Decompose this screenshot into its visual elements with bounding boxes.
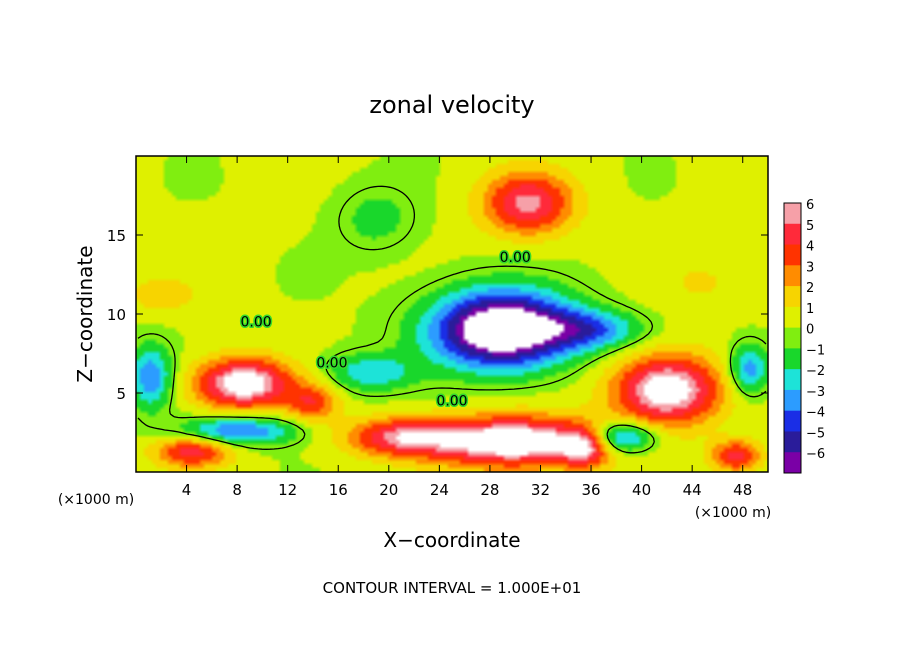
- colorbar-label: 2: [806, 281, 814, 296]
- colorbar-swatch: [784, 410, 801, 432]
- colorbar-swatch: [784, 223, 801, 246]
- colorbar-label: 0: [806, 323, 814, 338]
- contour-lines: [137, 185, 767, 454]
- colorbar-swatch: [784, 348, 801, 370]
- colorbar-swatch: [784, 306, 801, 329]
- colorbar-label: −1: [806, 343, 825, 358]
- colorbar-label: −6: [806, 447, 825, 462]
- colorbar-swatch: [784, 327, 801, 349]
- y-axis-ticks: 5 10 15: [107, 227, 768, 403]
- x-axis-ticks: 4 8 12 16 20 24 28 32 36 40 44 48: [182, 156, 752, 499]
- colorbar-swatch: [784, 389, 801, 412]
- x-tick-label: 12: [278, 481, 297, 499]
- contour-label: 0.00: [316, 356, 347, 372]
- zero-contour-line: [137, 185, 767, 454]
- plot-area: 0.000.000.000.00 4 8 12 16 20 24 28 32 36 40 44 48 …: [107, 155, 769, 499]
- colorbar-label: 1: [806, 302, 814, 317]
- colorbar-frame: [783, 202, 802, 474]
- y-tick-label: 15: [107, 227, 126, 245]
- colorbar: 6 5 4 3 2 1 0 −1 −2 −3 −4 −5 −6: [783, 198, 825, 474]
- velocity-field: [136, 156, 768, 472]
- colorbar-label: −4: [806, 406, 825, 421]
- x-unit-label: (×1000 m): [695, 505, 771, 521]
- x-tick-label: 4: [182, 481, 192, 499]
- contour-label: 0.00: [240, 315, 271, 331]
- x-tick-label: 8: [232, 481, 242, 499]
- colorbar-label: −3: [806, 385, 825, 400]
- contour-label: 0.00: [500, 250, 531, 266]
- colorbar-swatch: [784, 369, 801, 391]
- colorbar-swatch: [784, 265, 801, 287]
- colorbar-swatch: [784, 286, 801, 308]
- colorbar-swatch: [784, 452, 801, 474]
- x-tick-label: 32: [531, 481, 550, 499]
- contour-interval-note: CONTOUR INTERVAL = 1.000E+01: [323, 579, 582, 597]
- colorbar-label: 3: [806, 260, 814, 275]
- colorbar-swatch: [784, 431, 801, 453]
- colorbar-label: −2: [806, 364, 825, 379]
- colorbar-label: 6: [806, 198, 814, 213]
- contour-labels: 0.00 0.00 0.00 0.00: [239, 248, 532, 411]
- chart-title: zonal velocity: [369, 91, 534, 119]
- x-tick-label: 24: [430, 481, 449, 499]
- y-tick-label: 5: [116, 385, 126, 403]
- colorbar-label: −5: [806, 426, 825, 441]
- colorbar-label: 5: [806, 219, 814, 234]
- x-tick-label: 48: [733, 481, 752, 499]
- y-unit-label: (×1000 m): [58, 492, 134, 508]
- colorbar-swatch: [784, 203, 801, 225]
- x-tick-label: 44: [683, 481, 702, 499]
- x-tick-label: 20: [379, 481, 398, 499]
- colorbar-label: 4: [806, 240, 814, 255]
- y-axis-label: Z−coordinate: [73, 245, 97, 382]
- y-tick-label: 10: [107, 306, 126, 324]
- x-tick-label: 16: [329, 481, 348, 499]
- contour-label: 0.00: [436, 394, 467, 410]
- x-tick-label: 36: [581, 481, 600, 499]
- x-tick-label: 28: [480, 481, 499, 499]
- colorbar-swatch: [784, 244, 801, 266]
- x-tick-label: 40: [632, 481, 651, 499]
- x-axis-label: X−coordinate: [383, 528, 520, 552]
